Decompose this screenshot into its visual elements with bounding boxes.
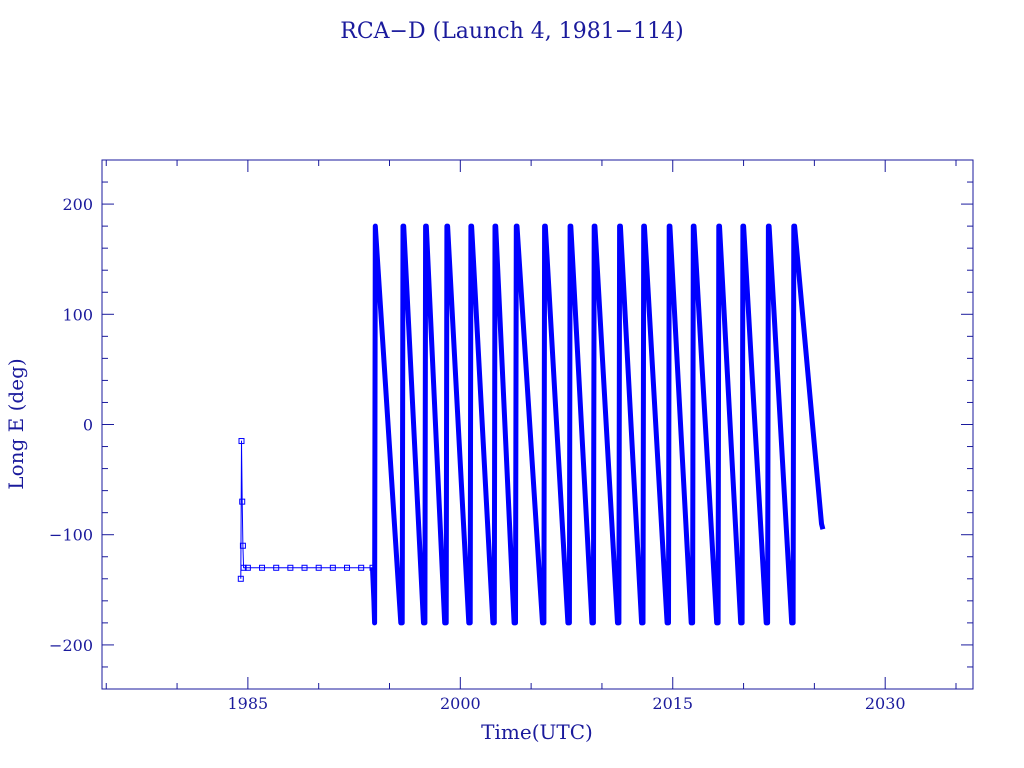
series-line xyxy=(370,223,826,626)
x-tick-label: 1985 xyxy=(228,694,269,713)
data-point xyxy=(273,564,280,571)
data-point xyxy=(240,564,247,571)
data-point xyxy=(358,564,365,571)
data-point xyxy=(315,564,322,571)
data-point xyxy=(329,564,336,571)
x-tick-label: 2030 xyxy=(865,694,906,713)
y-tick-label: 200 xyxy=(62,195,93,214)
y-tick-label: −100 xyxy=(49,526,93,545)
series-line xyxy=(240,440,373,579)
y-tick-label: −200 xyxy=(49,636,93,655)
x-axis-label: Time(UTC) xyxy=(481,720,593,744)
x-tick-label: 2000 xyxy=(440,694,481,713)
data-point xyxy=(239,498,246,505)
data-point xyxy=(238,438,245,445)
data-point xyxy=(239,542,246,549)
x-tick-label: 2015 xyxy=(652,694,693,713)
chart-title: RCA−D (Launch 4, 1981−114) xyxy=(340,19,683,44)
y-tick-label: 100 xyxy=(62,305,93,324)
y-axis-label: Long E (deg) xyxy=(4,358,28,489)
axis-ticks: 1985 2000 2015 2030 −200 −100 0 100 200 xyxy=(49,159,973,713)
data-point xyxy=(301,564,308,571)
data-point xyxy=(244,564,251,571)
data-point xyxy=(259,564,266,571)
y-tick-label: 0 xyxy=(83,416,93,435)
plot-frame xyxy=(101,159,974,690)
data-point xyxy=(237,575,244,582)
data-point xyxy=(344,564,351,571)
data-point xyxy=(287,564,294,571)
series-marks xyxy=(237,223,826,626)
